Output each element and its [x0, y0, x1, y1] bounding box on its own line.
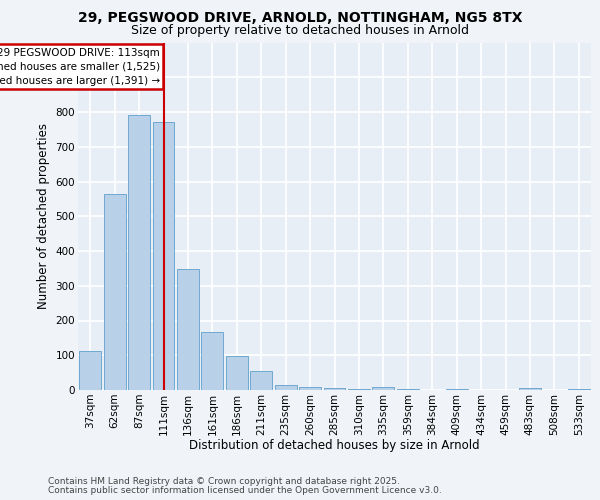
Bar	[202, 332, 223, 390]
Bar	[519, 388, 541, 390]
Bar	[275, 385, 296, 390]
Bar	[373, 387, 394, 390]
Bar	[226, 356, 248, 390]
Bar	[79, 350, 101, 390]
Bar	[446, 389, 467, 390]
X-axis label: Distribution of detached houses by size in Arnold: Distribution of detached houses by size …	[189, 439, 480, 452]
Bar	[348, 389, 370, 390]
Text: Contains HM Land Registry data © Crown copyright and database right 2025.: Contains HM Land Registry data © Crown c…	[48, 477, 400, 486]
Bar	[323, 388, 346, 390]
Bar	[250, 371, 272, 390]
Y-axis label: Number of detached properties: Number of detached properties	[37, 123, 50, 309]
Bar	[177, 269, 199, 390]
Text: 29 PEGSWOOD DRIVE: 113sqm
← 52% of detached houses are smaller (1,525)
47% of se: 29 PEGSWOOD DRIVE: 113sqm ← 52% of detac…	[0, 48, 160, 86]
Text: Size of property relative to detached houses in Arnold: Size of property relative to detached ho…	[131, 24, 469, 37]
Text: Contains public sector information licensed under the Open Government Licence v3: Contains public sector information licen…	[48, 486, 442, 495]
Bar	[104, 194, 125, 390]
Bar	[128, 116, 150, 390]
Bar	[299, 386, 321, 390]
Bar	[152, 122, 175, 390]
Text: 29, PEGSWOOD DRIVE, ARNOLD, NOTTINGHAM, NG5 8TX: 29, PEGSWOOD DRIVE, ARNOLD, NOTTINGHAM, …	[78, 11, 522, 25]
